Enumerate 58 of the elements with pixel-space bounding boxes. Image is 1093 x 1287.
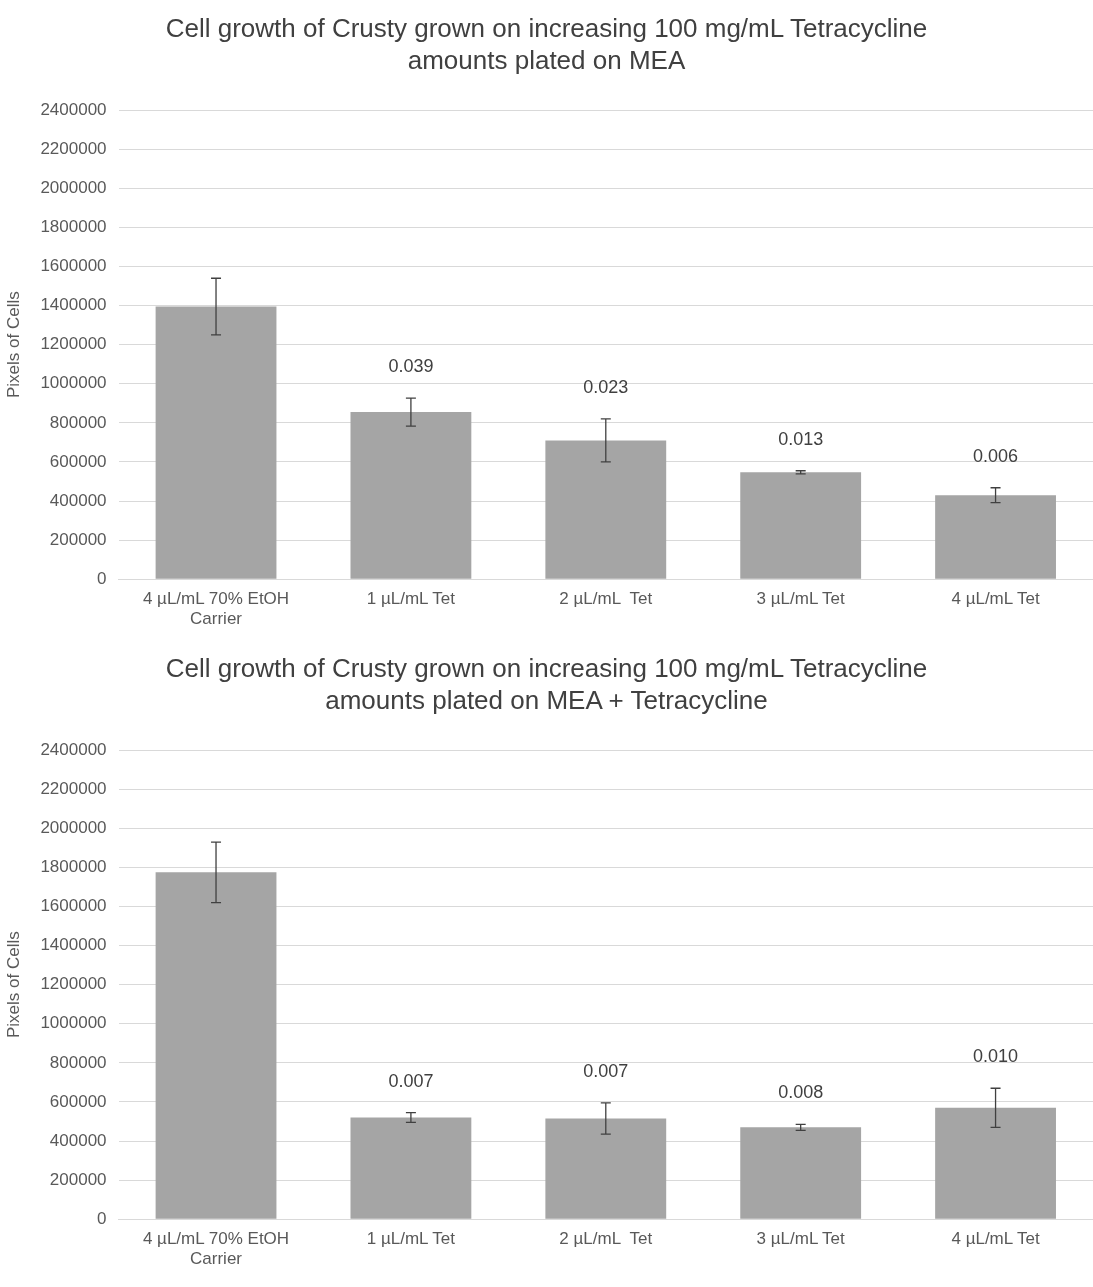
chart-title: Cell growth of Crusty grown on increasing 100 mg/mL Tetracycline amounts plated on MEA [164,12,929,77]
x-tick-label: 1 µL/mL Tet [366,1229,456,1249]
y-tick-label: 2400000 [40,739,107,759]
x-tick-label: 4 µL/mL 70% EtOH Carrier [142,589,290,629]
bar [740,1127,862,1219]
y-tick-label: 0 [97,1208,107,1228]
y-tick-label: 1200000 [40,334,107,354]
x-tick-label: 4 µL/mL Tet [951,1229,1040,1249]
bar [545,440,667,579]
y-tick-label: 0 [97,568,107,588]
y-axis-title: Pixels of Cells [3,291,23,399]
y-axis-title: Pixels of Cells [3,931,23,1039]
y-tick-label: 800000 [49,412,107,432]
x-tick-label: 2 µL/mL Tet [559,589,653,609]
y-tick-label: 200000 [49,529,107,549]
chart-title: Cell growth of Crusty grown on increasing 100 mg/mL Tetracycline amounts plated on MEA + Tetracycline [164,652,929,717]
y-tick-label: 1000000 [40,373,107,393]
bar [740,472,862,579]
y-tick-label: 2200000 [40,778,107,798]
annotation: 0.008 [778,1082,824,1103]
y-tick-label: 2000000 [40,818,107,838]
annotation: 0.039 [388,356,434,377]
bar [545,1118,667,1219]
y-tick-label: 1800000 [40,217,107,237]
y-tick-label: 1400000 [40,295,107,315]
y-tick-label: 2200000 [40,138,107,158]
y-tick-label: 200000 [49,1169,107,1189]
x-tick-label: 3 µL/mL Tet [756,1229,846,1249]
y-tick-label: 600000 [49,1091,107,1111]
y-tick-label: 1600000 [40,896,107,916]
y-tick-label: 1800000 [40,857,107,877]
annotation: 0.007 [388,1070,434,1091]
x-tick-label: 2 µL/mL Tet [559,1229,653,1249]
bar [935,495,1056,579]
x-tick-label: 4 µL/mL 70% EtOH Carrier [142,1229,290,1269]
bar [155,306,277,579]
y-tick-label: 400000 [49,1130,107,1150]
y-tick-label: 2000000 [40,178,107,198]
annotation: 0.013 [778,428,824,449]
bar [935,1107,1056,1219]
annotation: 0.006 [973,445,1019,466]
y-tick-label: 1000000 [40,1013,107,1033]
x-tick-label: 4 µL/mL Tet [951,589,1040,609]
bar [155,872,277,1219]
y-tick-label: 1400000 [40,935,107,955]
y-tick-label: 1200000 [40,974,107,994]
y-tick-label: 800000 [49,1052,107,1072]
x-tick-label: 1 µL/mL Tet [366,589,456,609]
annotation: 0.023 [583,376,629,397]
bar [350,412,472,579]
y-tick-label: 400000 [49,490,107,510]
annotation: 0.007 [583,1060,629,1081]
y-tick-label: 1600000 [40,256,107,276]
x-tick-label: 3 µL/mL Tet [756,589,846,609]
annotation: 0.010 [973,1046,1019,1067]
bar [350,1117,472,1219]
y-tick-label: 600000 [49,451,107,471]
y-tick-label: 2400000 [40,99,107,119]
